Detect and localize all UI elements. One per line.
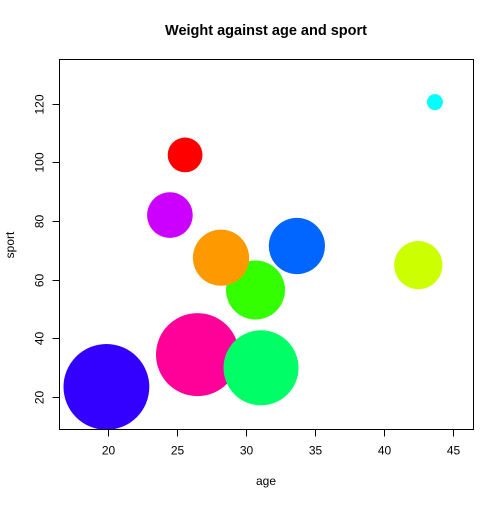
- x-tick-label: 35: [309, 444, 323, 458]
- x-tick-label: 25: [171, 444, 185, 458]
- data-point-9: [167, 137, 203, 173]
- y-tick-label: 80: [33, 215, 47, 229]
- y-axis: 20 40 60 80 100 120: [33, 94, 60, 404]
- data-point-10: [426, 94, 443, 111]
- x-tick-label: 45: [447, 444, 461, 458]
- data-point-1: [63, 344, 150, 430]
- data-point-2: [156, 313, 239, 397]
- y-tick-label: 40: [33, 332, 47, 346]
- y-tick-label: 20: [33, 391, 47, 405]
- x-axis: 20 25 30 35 40 45: [102, 429, 461, 458]
- x-tick-label: 30: [240, 444, 254, 458]
- data-point-3: [223, 330, 299, 406]
- data-point-8: [147, 192, 193, 238]
- y-tick-label: 60: [33, 274, 47, 288]
- y-tick-label: 120: [33, 94, 47, 114]
- x-axis-title: age: [256, 474, 276, 488]
- x-tick-label: 20: [102, 444, 116, 458]
- chart-title: Weight against age and sport: [165, 23, 367, 39]
- y-axis-title: sport: [3, 231, 17, 258]
- points-layer: [63, 94, 443, 430]
- y-tick-label: 100: [33, 152, 47, 172]
- data-point-6: [268, 217, 325, 275]
- x-tick-label: 40: [378, 444, 392, 458]
- data-point-5: [192, 229, 250, 286]
- data-point-7: [394, 241, 443, 290]
